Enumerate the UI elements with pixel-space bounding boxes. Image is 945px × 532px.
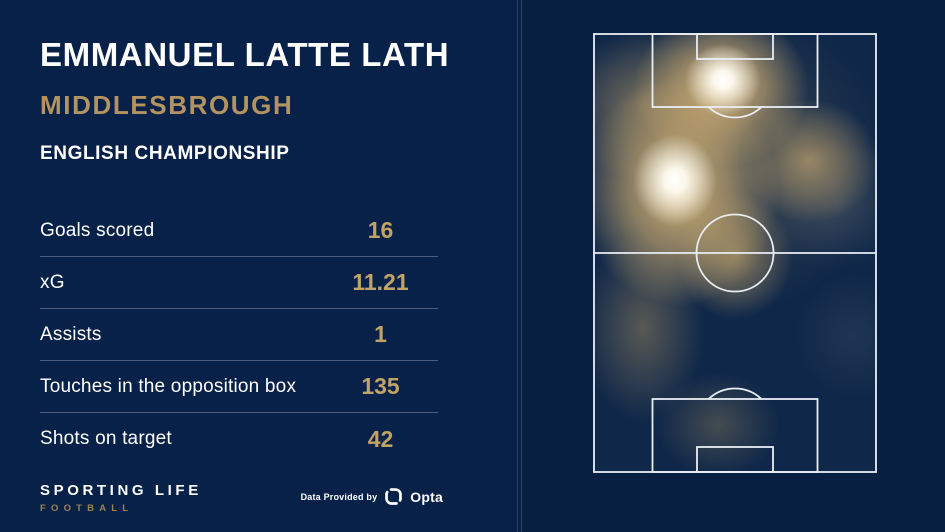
- pitch-lines: [593, 33, 877, 473]
- bottom-penalty-area: [651, 398, 819, 473]
- stat-value: 11.21: [352, 269, 409, 295]
- stats-panel: EMMANUEL LATTE LATH MIDDLESBROUGH ENGLIS…: [40, 36, 450, 514]
- brand-secondary-text: FOOTBALL: [40, 503, 134, 514]
- football-pitch: [593, 33, 877, 473]
- stat-label: Assists: [40, 323, 102, 345]
- stat-value: 135: [361, 373, 400, 399]
- competition-name: ENGLISH CHAMPIONSHIP: [40, 143, 290, 164]
- data-credit-text: Data Provided by: [300, 491, 378, 502]
- top-six-yard-box: [696, 33, 774, 60]
- stat-value: 16: [367, 217, 394, 243]
- opta-logo-text: Opta: [410, 488, 443, 505]
- stat-row-xg: xG 11.21: [40, 257, 438, 309]
- player-name: EMMANUEL LATTE LATH: [40, 36, 450, 73]
- stat-value: 42: [367, 425, 394, 452]
- stat-row-shots-on-target: Shots on target 42: [40, 413, 438, 465]
- stat-label: Shots on target: [40, 428, 172, 449]
- top-penalty-arc: [707, 106, 763, 119]
- data-credit: Data Provided by Opta: [301, 487, 443, 506]
- panel-divider: [517, 0, 522, 532]
- brand-primary-text: SPORTING LIFE: [40, 482, 202, 499]
- stat-label: Touches in the opposition box: [40, 375, 297, 397]
- opta-logo-icon: [385, 488, 403, 505]
- team-name: MIDDLESBROUGH: [40, 90, 294, 120]
- heatmap-panel: [522, 0, 945, 532]
- stat-row-assists: Assists 1: [40, 309, 438, 361]
- stat-row-box-touches: Touches in the opposition box 135: [40, 361, 438, 413]
- stat-row-goals: Goals scored 16: [40, 205, 438, 257]
- bottom-six-yard-box: [696, 446, 774, 473]
- stat-value: 1: [374, 321, 387, 347]
- stat-label: xG: [40, 271, 65, 293]
- stat-label: Goals scored: [40, 219, 155, 241]
- top-penalty-area: [651, 33, 819, 108]
- stats-table: Goals scored 16 xG 11.21 Assists 1 Touch…: [40, 205, 438, 465]
- bottom-penalty-arc: [707, 387, 763, 400]
- centre-circle: [695, 213, 775, 293]
- sporting-life-logo: SPORTING LIFE FOOTBALL: [40, 482, 202, 514]
